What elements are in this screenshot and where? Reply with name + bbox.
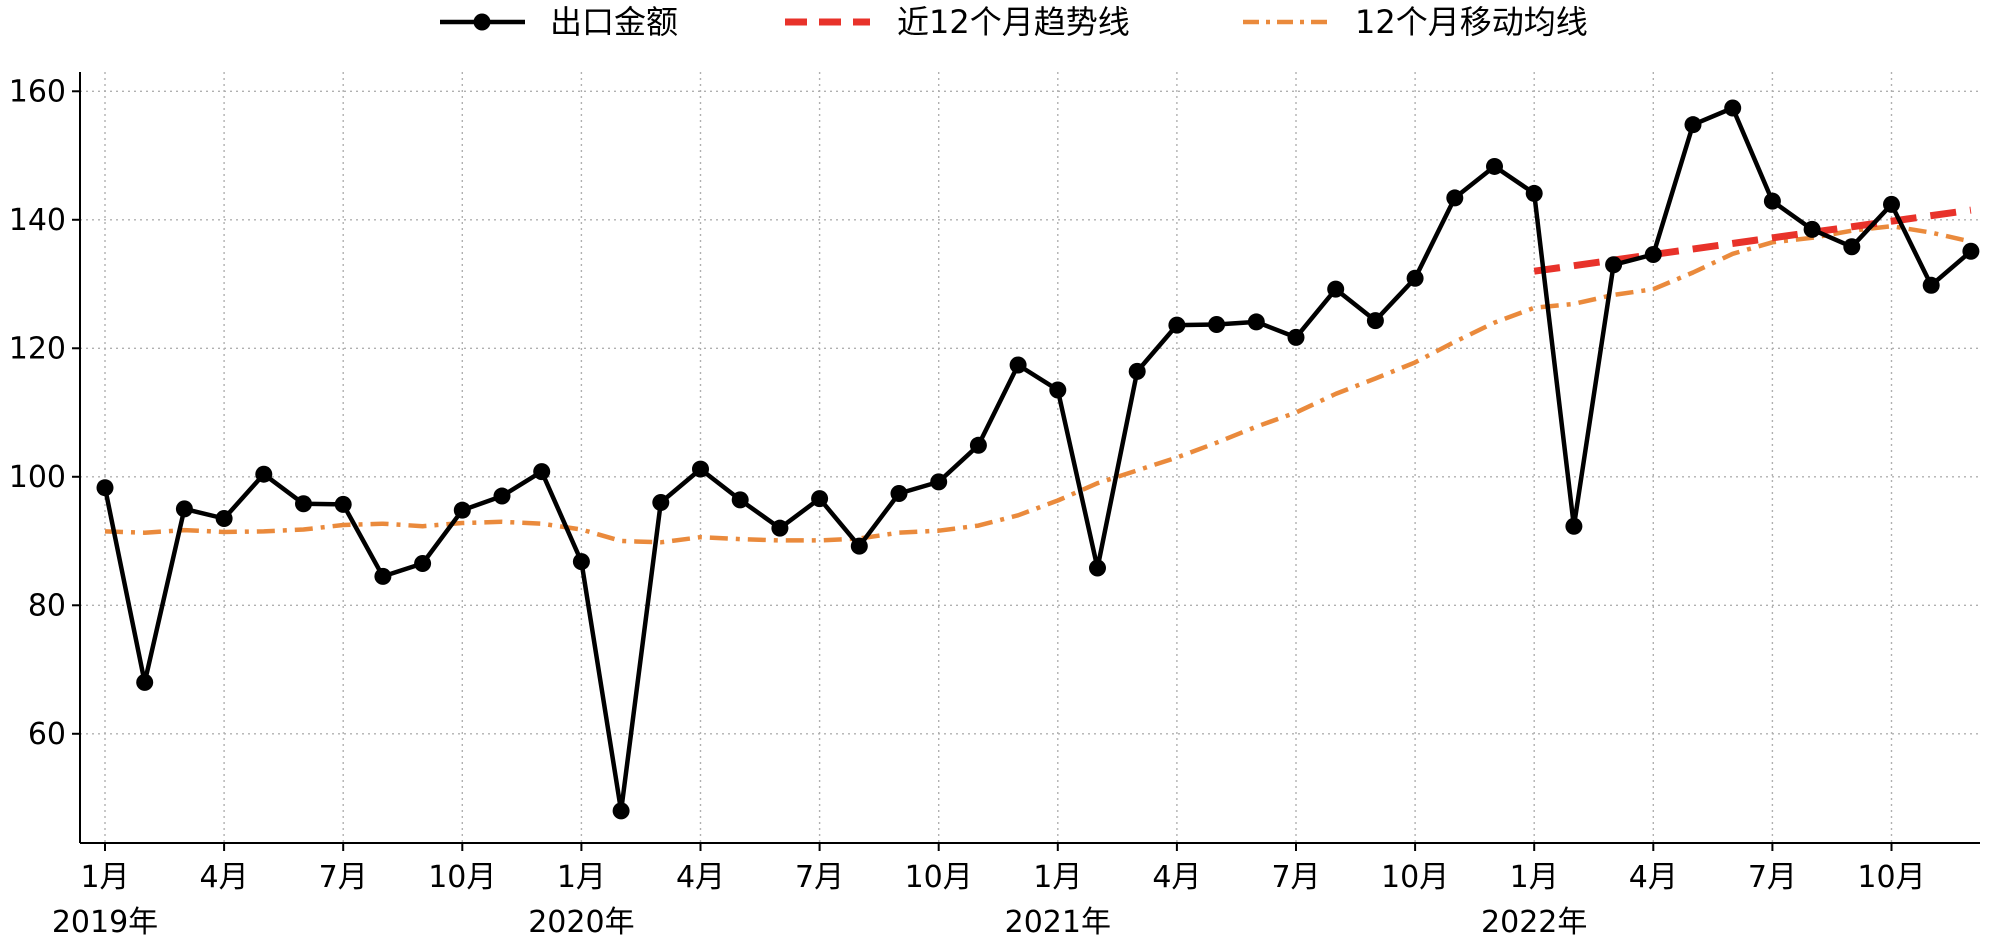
data-point: [136, 673, 154, 691]
data-point: [96, 479, 114, 497]
data-point: [731, 491, 749, 509]
data-point: [1446, 189, 1464, 207]
series: [96, 99, 1980, 820]
data-point: [692, 460, 709, 478]
series-line: [104, 223, 1972, 545]
data-point: [1883, 195, 1900, 213]
data-point: [1327, 280, 1345, 298]
legend: 出口金额 近12个月趋势线 12个月移动均线: [440, 3, 1588, 41]
data-point: [1605, 256, 1623, 274]
y-tick-label: 120: [9, 331, 66, 366]
data-point: [1287, 328, 1305, 346]
data-point: [334, 495, 352, 513]
x-tick-label: 4月: [200, 860, 249, 895]
data-point: [1366, 312, 1384, 330]
data-point: [414, 555, 432, 573]
data-point: [811, 490, 829, 508]
data-point: [1168, 316, 1186, 334]
data-point: [215, 510, 233, 528]
axes: 60 80 100 120 140 160 1月 2019年 4月 7月 10月 1月 2020年 4月 7…: [9, 72, 1980, 940]
data-point: [255, 465, 273, 483]
data-point: [1724, 99, 1742, 117]
data-point: [1128, 362, 1146, 380]
data-point: [1208, 316, 1226, 334]
x-tick-label: 1月: [1033, 860, 1082, 895]
x-year-label: 2022年: [1481, 905, 1587, 940]
data-point: [771, 519, 789, 537]
data-point: [1406, 269, 1424, 287]
data-point: [652, 493, 670, 511]
legend-marker: [473, 13, 491, 31]
data-point: [1049, 381, 1067, 399]
legend-item-0: 出口金额: [440, 3, 678, 41]
data-point: [612, 802, 630, 820]
x-year-label: 2021年: [1005, 905, 1111, 940]
x-tick-label: 4月: [676, 860, 725, 895]
x-tick-label: 1月: [557, 860, 606, 895]
legend-label: 12个月移动均线: [1355, 3, 1588, 41]
y-tick-label: 140: [9, 203, 66, 238]
x-tick-label: 7月: [319, 860, 368, 895]
y-tick-label: 160: [9, 74, 66, 109]
series-0: [96, 99, 1980, 820]
x-tick-label: 4月: [1629, 860, 1678, 895]
data-point: [1922, 276, 1940, 294]
data-point: [1089, 559, 1106, 577]
data-point: [295, 495, 312, 513]
data-point: [493, 487, 511, 505]
x-tick-label: 7月: [1748, 860, 1797, 895]
data-point: [969, 436, 987, 454]
data-point: [1644, 245, 1662, 263]
data-point: [453, 501, 471, 519]
x-tick-label: 1月: [80, 860, 129, 895]
data-point: [1525, 184, 1543, 202]
x-tick-label: 10月: [905, 860, 973, 895]
series-2: [104, 223, 1972, 545]
data-point: [930, 473, 948, 491]
x-tick-label: 7月: [795, 860, 844, 895]
y-tick-label: 100: [9, 460, 66, 495]
data-point: [1763, 192, 1781, 210]
x-tick-label: 7月: [1271, 860, 1320, 895]
data-point: [533, 463, 551, 481]
legend-item-2: 12个月移动均线: [1243, 3, 1588, 41]
data-point: [1486, 157, 1503, 175]
data-point: [1962, 242, 1980, 260]
data-point: [175, 500, 193, 518]
x-tick-label: 10月: [1857, 860, 1925, 895]
x-year-label: 2020年: [528, 905, 634, 940]
data-point: [890, 484, 908, 502]
data-point: [374, 567, 392, 585]
y-tick-label: 80: [28, 588, 66, 623]
x-tick-label: 1月: [1510, 860, 1559, 895]
legend-item-1: 近12个月趋势线: [785, 3, 1130, 41]
legend-label: 近12个月趋势线: [897, 3, 1130, 41]
data-point: [1684, 116, 1702, 134]
x-tick-label: 10月: [1381, 860, 1449, 895]
x-tick-label: 4月: [1152, 860, 1201, 895]
data-point: [1803, 220, 1821, 238]
data-point: [1565, 517, 1583, 535]
x-tick-label: 10月: [428, 860, 496, 895]
data-point: [1247, 313, 1265, 331]
series-line: [102, 105, 1973, 814]
x-year-label: 2019年: [52, 905, 158, 940]
grid-lines: [80, 72, 1980, 843]
data-point: [1843, 238, 1861, 256]
y-tick-label: 60: [28, 717, 66, 752]
data-point: [572, 553, 590, 571]
legend-label: 出口金额: [550, 3, 678, 41]
data-point: [1009, 356, 1027, 374]
data-point: [850, 537, 868, 555]
